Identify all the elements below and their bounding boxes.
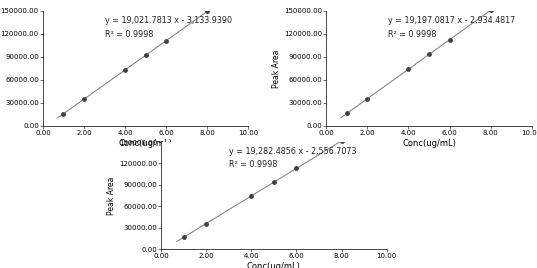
Point <box>487 8 495 12</box>
Point <box>141 53 150 57</box>
Point <box>445 38 454 42</box>
Point <box>79 97 88 101</box>
Text: y = 19,282.4856 x - 2,556.7073: y = 19,282.4856 x - 2,556.7073 <box>229 147 356 157</box>
Text: y = 19,021.7813 x - 3,133.9390: y = 19,021.7813 x - 3,133.9390 <box>105 17 231 25</box>
Point <box>162 39 170 43</box>
Point <box>292 166 301 170</box>
Point <box>59 111 68 116</box>
Text: R² = 0.9998: R² = 0.9998 <box>105 30 153 39</box>
Text: R² = 0.9998: R² = 0.9998 <box>388 30 436 39</box>
X-axis label: Conc(ug/mL): Conc(ug/mL) <box>119 139 172 148</box>
Point <box>343 111 351 116</box>
X-axis label: Conc(ug/mL): Conc(ug/mL) <box>402 139 456 148</box>
Point <box>425 52 433 57</box>
Y-axis label: Peak Area: Peak Area <box>272 49 281 88</box>
Point <box>203 9 212 14</box>
X-axis label: Conc(ug/mL): Conc(ug/mL) <box>247 262 301 268</box>
Y-axis label: Peak Area: Peak Area <box>107 176 116 215</box>
Point <box>179 235 188 239</box>
Point <box>270 180 278 184</box>
Text: R² = 0.9998: R² = 0.9998 <box>229 160 277 169</box>
Text: y = 19,197.0817 x - 2,934.4817: y = 19,197.0817 x - 2,934.4817 <box>388 17 515 25</box>
Point <box>363 96 372 101</box>
Point <box>121 68 129 72</box>
Point <box>404 67 413 71</box>
Point <box>337 139 346 143</box>
Point <box>202 221 211 226</box>
Point <box>247 194 256 198</box>
